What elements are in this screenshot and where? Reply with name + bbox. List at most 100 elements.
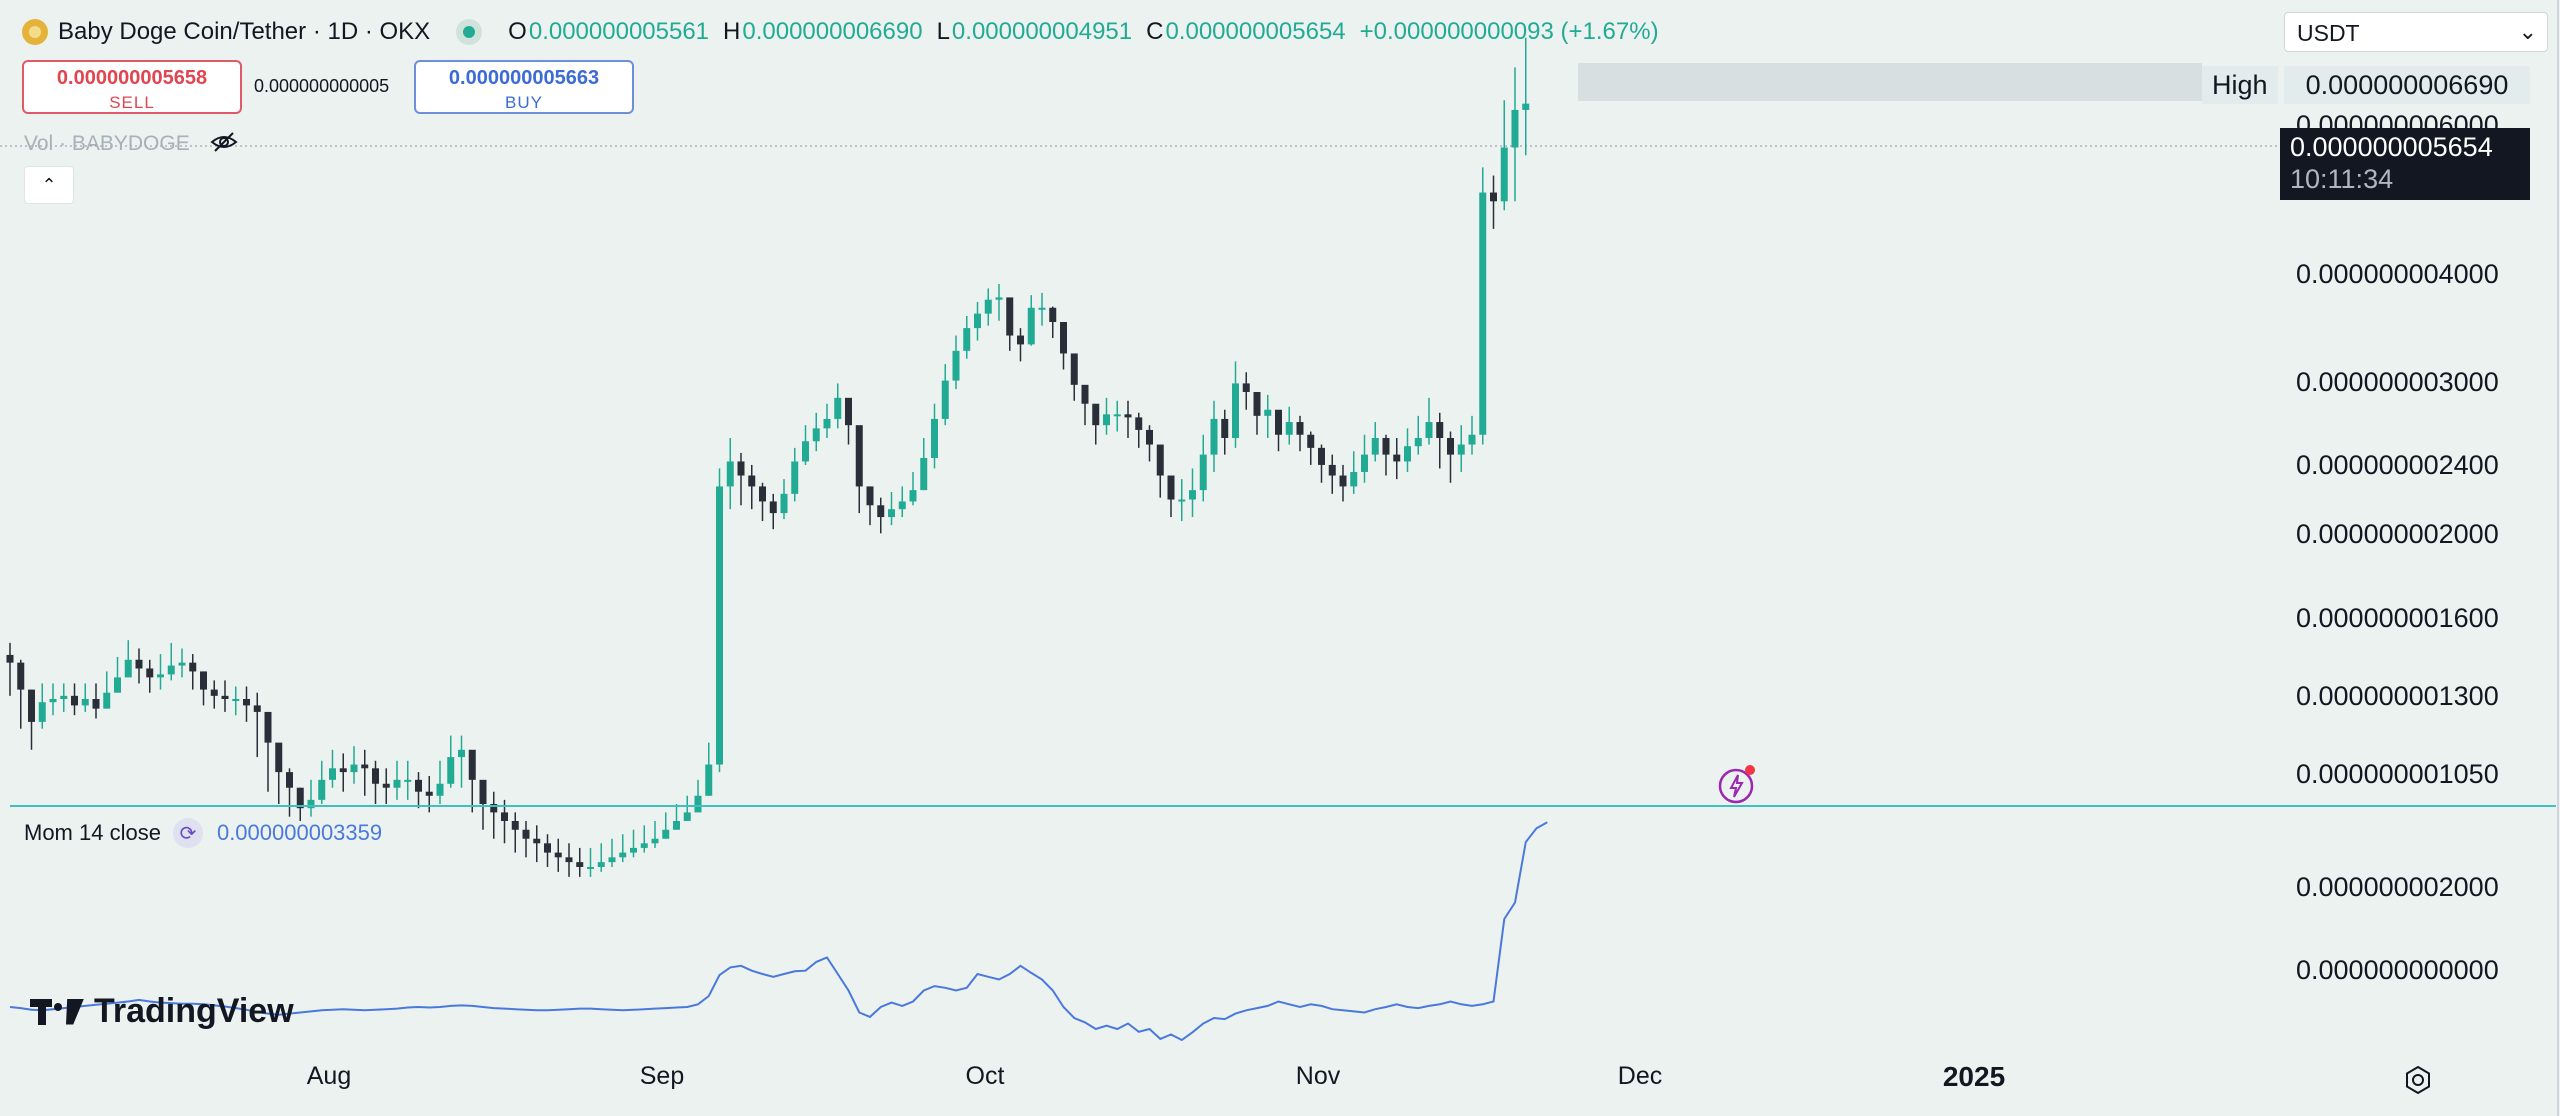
close-value: 0.000000005654 (1165, 18, 1346, 45)
time-axis-tick: Aug (306, 1062, 352, 1090)
candle-body (855, 425, 863, 487)
candle-body (877, 505, 885, 518)
candle-body (791, 461, 799, 494)
momentum-label[interactable]: Mom 14 close (24, 820, 161, 845)
candle-body (1511, 109, 1519, 148)
refresh-icon[interactable]: ⟳ (172, 818, 203, 848)
candle-body (705, 764, 713, 796)
candle-body (1382, 437, 1390, 455)
time-axis-tick: Oct (965, 1062, 1005, 1090)
candle-body (253, 705, 261, 712)
candle-body (931, 418, 938, 459)
candle-body (1135, 417, 1143, 430)
candle-body (1468, 434, 1476, 445)
candle-body (1232, 383, 1239, 438)
candle-body (769, 501, 777, 514)
candle-body (1253, 391, 1261, 416)
candle-body (318, 779, 326, 800)
candle-body (350, 764, 358, 773)
candle-body (673, 820, 680, 830)
candle-body (458, 749, 465, 758)
price-axis-tick: 0.000000003000 (2296, 367, 2499, 397)
close-key: C (1146, 18, 1164, 45)
momentum-axis-tick: 0.000000000000 (2296, 955, 2499, 985)
candle-body (60, 695, 68, 700)
candle-body (1318, 447, 1325, 465)
volume-indicator-label[interactable]: Vol · BABYDOGE (24, 132, 190, 155)
candle-body (640, 843, 648, 848)
sell-price: 0.000000005658 (56, 67, 208, 89)
last-price-label: 0.000000005654 10:11:34 (2280, 128, 2530, 200)
price-axis-tick: 0.000000001050 (2296, 759, 2499, 789)
symbol-title[interactable]: Baby Doge Coin/Tether · 1D · OKX (58, 18, 431, 45)
candle-body (984, 299, 992, 314)
high-marker-label: High (2202, 66, 2278, 104)
candle-body (963, 328, 971, 351)
time-axis-year: 2025 (1942, 1061, 2006, 1092)
candle-body (1522, 103, 1530, 110)
candle-body (522, 829, 530, 839)
candle-body (425, 791, 433, 796)
price-axis-tick: 0.000000002400 (2296, 450, 2499, 480)
candle-body (1500, 147, 1508, 202)
candle-body (200, 671, 207, 690)
low-value: 0.000000004951 (951, 18, 1133, 45)
candle-body (1436, 422, 1444, 438)
candle-body (812, 428, 820, 442)
momentum-value: 0.000000003359 (216, 820, 383, 845)
candle-body (1081, 384, 1089, 404)
candle-body (1457, 444, 1465, 455)
candle-body (1092, 403, 1100, 426)
buy-price: 0.000000005663 (448, 67, 600, 89)
candle-body (114, 677, 121, 693)
candle-body (447, 757, 455, 784)
candle-body (823, 418, 831, 429)
candle-body (221, 695, 229, 700)
candle-body (587, 866, 594, 869)
sell-button[interactable]: 0.000000005658 SELL (22, 60, 242, 114)
candle-body (565, 857, 573, 863)
spread-value: 0.000000000005 (254, 76, 390, 96)
candle-body (1199, 454, 1207, 491)
candle-body (81, 699, 89, 706)
candle-body (361, 764, 369, 769)
lightning-event-icon[interactable] (1718, 764, 1758, 804)
candle-body (1328, 464, 1336, 476)
candle-body (608, 857, 616, 863)
time-axis-tick: Nov (1295, 1062, 1341, 1090)
price-candles (6, 37, 1530, 877)
candle-body (726, 461, 734, 487)
candle-body (264, 711, 272, 743)
collapse-indicators-button[interactable]: ⌃ (24, 166, 74, 204)
candle-body (1113, 414, 1121, 417)
candle-body (511, 820, 519, 830)
candle-body (415, 779, 422, 792)
tradingview-wordmark: TradingView (94, 992, 294, 1030)
candle-body (630, 847, 637, 853)
candle-body (436, 783, 444, 796)
candle-body (1006, 297, 1014, 336)
candle-body (178, 662, 186, 666)
candle-body (232, 699, 240, 702)
last-price-value: 0.000000005654 (2290, 132, 2493, 162)
market-open-status-icon[interactable] (456, 19, 483, 45)
candle-body (28, 689, 35, 722)
tradingview-logo[interactable]: TradingView (30, 992, 294, 1031)
buy-button[interactable]: 0.000000005663 BUY (414, 60, 634, 114)
candle-body (1210, 418, 1218, 455)
candle-body (544, 843, 551, 853)
candle-body (490, 804, 498, 813)
currency-select[interactable]: USDT ⌄ (2284, 12, 2548, 52)
currency-selected-value: USDT (2297, 20, 2360, 46)
candle-body (866, 486, 874, 506)
chevron-down-icon: ⌄ (2518, 19, 2537, 44)
settings-gear-icon[interactable] (2402, 1064, 2434, 1096)
candle-body (329, 768, 336, 780)
candle-body (759, 486, 766, 502)
candle-body (845, 397, 852, 426)
candle-body (651, 838, 659, 844)
candle-body (1264, 409, 1272, 416)
candle-body (909, 490, 917, 502)
hidden-eye-icon[interactable] (210, 130, 238, 154)
